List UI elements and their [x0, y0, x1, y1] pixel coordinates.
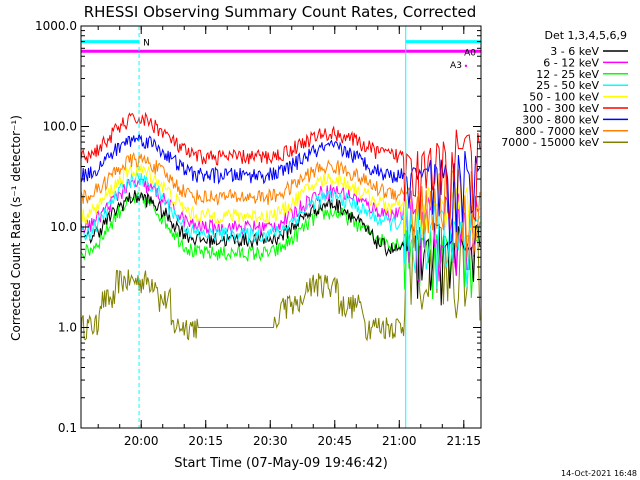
- series-line: [81, 133, 481, 246]
- y-tick-label: 0.1: [58, 421, 77, 435]
- series-line: [81, 225, 481, 342]
- y-tick-label: 1.0: [58, 321, 77, 335]
- legend-entry-label: 100 - 300 keV: [522, 102, 599, 115]
- annotation-label: A0: [464, 48, 476, 58]
- x-tick-label: 20:30: [253, 434, 288, 448]
- annotation-dot: [464, 64, 468, 68]
- axes: 0.1 1.0 10.0 100.0 1000.0 20:00 20:15 20:30 20:4…: [35, 19, 482, 448]
- x-axis-label: Start Time (07-May-09 19:46:42): [174, 456, 388, 471]
- footer-timestamp: 14-Oct-2021 16:48: [561, 469, 637, 478]
- x-tick-label: 20:15: [188, 434, 223, 448]
- chart-title: RHESSI Observing Summary Count Rates, Co…: [84, 3, 477, 21]
- series-line: [81, 111, 481, 223]
- legend-entry-label: 800 - 7000 keV: [515, 125, 599, 138]
- y-tick-label: 10.0: [50, 220, 77, 234]
- legend-entry-label: 6 - 12 keV: [543, 56, 599, 69]
- series-line: [81, 151, 481, 258]
- series-line: [81, 171, 481, 289]
- annotation-label: N: [143, 39, 150, 49]
- series-line: [81, 164, 481, 243]
- legend-entry-label: 50 - 100 keV: [529, 91, 599, 104]
- legend-entry-label: 12 - 25 keV: [536, 68, 599, 81]
- series-line: [81, 178, 481, 282]
- legend-title: Det 1,3,4,5,6,9: [544, 29, 627, 42]
- legend-entry-label: 300 - 800 keV: [522, 113, 599, 126]
- series-group: [81, 111, 481, 342]
- y-tick-label: 100.0: [43, 120, 77, 134]
- series-line: [81, 191, 481, 300]
- y-tick-label: 1000.0: [35, 19, 77, 33]
- legend-entry-label: 3 - 6 keV: [550, 45, 599, 58]
- legend-entry-label: 7000 - 15000 keV: [501, 136, 599, 149]
- annotation-label: A3: [450, 61, 462, 71]
- x-tick-label: 21:15: [446, 434, 481, 448]
- y-axis-label: Corrected Count Rate (s⁻¹ detector⁻¹): [9, 115, 23, 341]
- series-line: [84, 190, 481, 306]
- legend-entry-label: 25 - 50 keV: [536, 79, 599, 92]
- x-tick-label: 21:00: [382, 434, 417, 448]
- x-tick-label: 20:45: [317, 434, 352, 448]
- x-tick-label: 20:00: [124, 434, 159, 448]
